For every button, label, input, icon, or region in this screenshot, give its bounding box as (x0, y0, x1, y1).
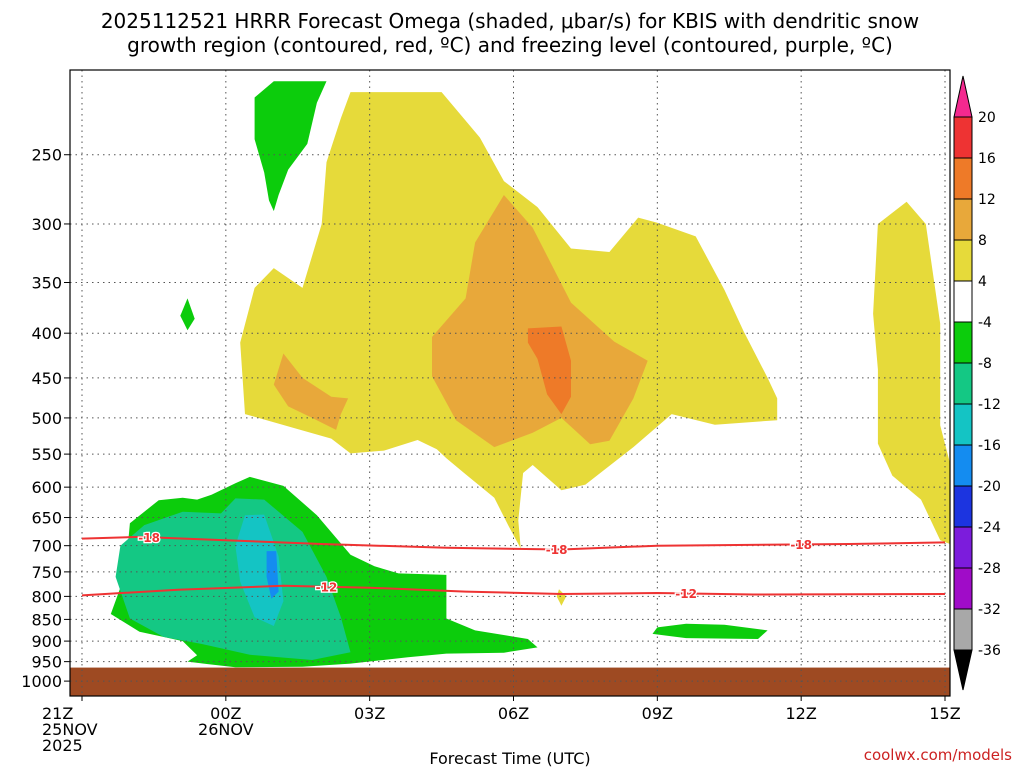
x-tick-label-5-0: 12Z (786, 704, 817, 723)
isotherm-line-0 (81, 535, 946, 551)
x-axis-label: Forecast Time (UTC) (429, 749, 590, 768)
colorbar-box-6 (953, 321, 973, 364)
colorbar-box-8 (953, 403, 973, 446)
y-tick-label-250: 250 (31, 146, 62, 165)
colorbar-box-13 (953, 608, 973, 651)
x-tick-label-0-0: 21Z (42, 704, 73, 723)
x-tick-label-0-2: 2025 (42, 736, 83, 755)
colorbar-box-5 (953, 280, 973, 323)
credit-text[interactable]: coolwx.com/models (864, 746, 1012, 764)
colorbar-label-9: -20 (978, 479, 1001, 495)
colorbar-box-3 (953, 198, 973, 241)
y-tick-label-1000: 1000 (21, 672, 62, 691)
y-tick-label-950: 950 (31, 653, 62, 672)
colorbar-label-12: -32 (978, 602, 1001, 618)
y-tick-label-400: 400 (31, 324, 62, 343)
omega-region-9 (273, 353, 349, 430)
x-tick-label-4-0: 09Z (642, 704, 673, 723)
pressure-axis: 250 300 350 400 450 500 550 600 650 700 750 800 850 9… (21, 146, 70, 691)
omega-region-5 (180, 298, 195, 331)
colorbar-label-1: 16 (978, 151, 996, 167)
colorbar-label-0: 20 (978, 110, 996, 126)
omega-region-4 (254, 81, 327, 212)
x-tick-label-0-1: 25NOV (42, 720, 98, 739)
y-tick-label-800: 800 (31, 587, 62, 606)
y-tick-label-550: 550 (31, 445, 62, 464)
isotherm-label-0-0: -18 (138, 531, 160, 545)
colorbar-label-2: 12 (978, 192, 996, 208)
colorbar-label-6: -8 (978, 356, 992, 372)
colorbar-box-2 (953, 157, 973, 200)
y-tick-label-500: 500 (31, 409, 62, 428)
colorbar-box-12 (953, 567, 973, 610)
y-tick-label-450: 450 (31, 369, 62, 388)
y-tick-label-650: 650 (31, 509, 62, 528)
colorbar-box-10 (953, 485, 973, 528)
y-tick-label-900: 900 (31, 632, 62, 651)
colorbar: 20 16 12 8 4 -4 -8 -12 -16 -20 -24 -28 -32 -36 (953, 75, 1001, 691)
plot-frame (69, 69, 951, 697)
isotherm-label-0-2: -18 (790, 538, 812, 552)
grid-lines (70, 70, 950, 696)
colorbar-label-11: -28 (978, 561, 1001, 577)
isotherm-label-1-0: -12 (316, 580, 338, 594)
isotherm-label-0-1: -18 (546, 543, 568, 557)
x-tick-label-1-1: 26NOV (198, 720, 254, 739)
colorbar-box-9 (953, 444, 973, 487)
omega-region-12 (873, 201, 950, 544)
omega-region-8 (432, 195, 648, 448)
colorbar-box-7 (953, 362, 973, 405)
colorbar-box-4 (953, 239, 973, 282)
ground-surface (70, 667, 950, 696)
y-tick-label-700: 700 (31, 537, 62, 556)
x-tick-label-3-0: 06Z (498, 704, 529, 723)
colorbar-bottom-arrow (953, 649, 973, 691)
colorbar-label-10: -24 (978, 520, 1001, 536)
y-tick-label-300: 300 (31, 215, 62, 234)
y-tick-label-600: 600 (31, 478, 62, 497)
chart-title-line-1: 2025112521 HRRR Forecast Omega (shaded, … (101, 9, 919, 33)
x-tick-label-2-0: 03Z (354, 704, 385, 723)
colorbar-label-7: -12 (978, 397, 1001, 413)
y-tick-label-850: 850 (31, 610, 62, 629)
colorbar-label-3: 8 (978, 233, 987, 249)
colorbar-label-5: -4 (978, 315, 992, 331)
isotherm-line-1 (81, 584, 946, 597)
isotherm-label-1-1: -12 (675, 587, 697, 601)
ground-fill (70, 667, 950, 696)
colorbar-label-4: 4 (978, 274, 987, 290)
chart-title-line-2: growth region (contoured, red, ºC) and f… (127, 33, 893, 57)
x-tick-label-1-0: 00Z (210, 704, 241, 723)
y-tick-label-750: 750 (31, 563, 62, 582)
x-tick-label-6-0: 15Z (929, 704, 960, 723)
colorbar-box-1 (953, 116, 973, 159)
colorbar-label-13: -36 (978, 643, 1001, 659)
omega-region-6 (652, 623, 768, 639)
dendritic-isotherms: -18 -18 -18 -12 -12 (81, 530, 946, 602)
colorbar-top-arrow (953, 75, 973, 118)
colorbar-box-11 (953, 526, 973, 569)
colorbar-label-8: -16 (978, 438, 1001, 454)
omega-region-10 (527, 326, 571, 415)
y-tick-label-350: 350 (31, 273, 62, 292)
